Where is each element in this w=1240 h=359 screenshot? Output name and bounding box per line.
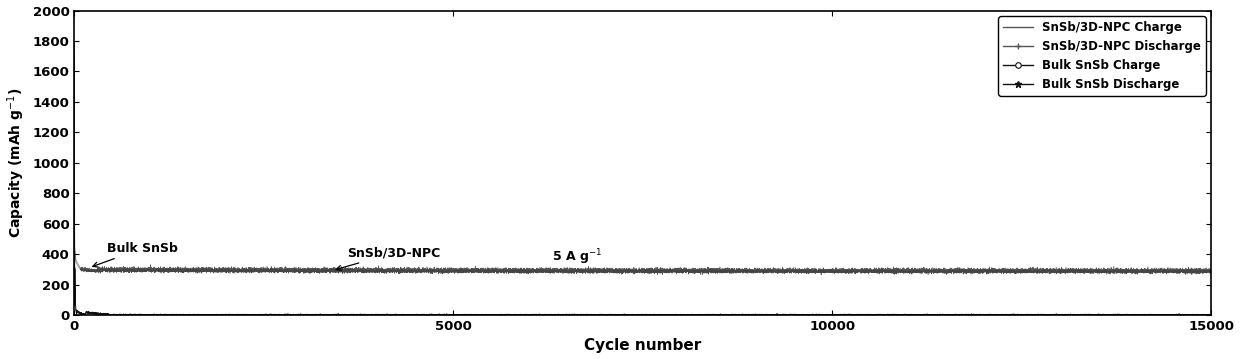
- SnSb/3D-NPC Charge: [1202, 270, 1216, 274]
- Bulk SnSb Charge: [94, 313, 109, 317]
- Bulk SnSb Charge: [1204, 312, 1219, 317]
- Line: SnSb/3D-NPC Charge: SnSb/3D-NPC Charge: [74, 239, 1211, 275]
- Line: SnSb/3D-NPC Discharge: SnSb/3D-NPC Discharge: [74, 234, 1211, 274]
- X-axis label: Cycle number: Cycle number: [584, 339, 702, 354]
- SnSb/3D-NPC Charge: [1055, 269, 1070, 273]
- SnSb/3D-NPC Discharge: [434, 272, 449, 276]
- SnSb/3D-NPC Discharge: [67, 232, 82, 237]
- Bulk SnSb Discharge: [1055, 313, 1070, 317]
- Bulk SnSb Discharge: [1086, 313, 1101, 317]
- Bulk SnSb Discharge: [98, 313, 113, 317]
- Line: Bulk SnSb Discharge: Bulk SnSb Discharge: [74, 41, 1211, 315]
- Bulk SnSb Charge: [67, 54, 82, 59]
- Bulk SnSb Charge: [792, 312, 807, 317]
- SnSb/3D-NPC Discharge: [1055, 270, 1070, 274]
- Bulk SnSb Discharge: [1188, 312, 1203, 317]
- Bulk SnSb Discharge: [1204, 313, 1219, 317]
- SnSb/3D-NPC Charge: [1204, 270, 1219, 275]
- Text: SnSb/3D-NPC: SnSb/3D-NPC: [336, 246, 440, 270]
- SnSb/3D-NPC Charge: [813, 273, 828, 277]
- Bulk SnSb Discharge: [792, 313, 807, 317]
- Text: 5 A g$^{-1}$: 5 A g$^{-1}$: [552, 247, 603, 267]
- SnSb/3D-NPC Discharge: [1202, 269, 1216, 273]
- SnSb/3D-NPC Discharge: [578, 266, 593, 271]
- Bulk SnSb Charge: [578, 313, 593, 317]
- SnSb/3D-NPC Discharge: [1086, 268, 1101, 272]
- Bulk SnSb Charge: [1055, 313, 1070, 317]
- SnSb/3D-NPC Charge: [67, 237, 82, 241]
- SnSb/3D-NPC Charge: [792, 270, 807, 274]
- SnSb/3D-NPC Discharge: [792, 270, 807, 275]
- Bulk SnSb Discharge: [1202, 313, 1216, 317]
- Bulk SnSb Charge: [1086, 313, 1101, 317]
- SnSb/3D-NPC Discharge: [1204, 268, 1219, 272]
- SnSb/3D-NPC Discharge: [1188, 269, 1203, 274]
- Line: Bulk SnSb Charge: Bulk SnSb Charge: [74, 56, 1211, 315]
- Y-axis label: Capacity (mAh g$^{-1}$): Capacity (mAh g$^{-1}$): [5, 88, 27, 238]
- Bulk SnSb Discharge: [578, 313, 593, 317]
- Bulk SnSb Discharge: [67, 39, 82, 43]
- Bulk SnSb Charge: [1202, 313, 1216, 317]
- Bulk SnSb Charge: [1188, 312, 1203, 317]
- SnSb/3D-NPC Charge: [1188, 270, 1203, 274]
- SnSb/3D-NPC Charge: [1086, 270, 1101, 274]
- SnSb/3D-NPC Charge: [578, 270, 593, 274]
- Legend: SnSb/3D-NPC Charge, SnSb/3D-NPC Discharge, Bulk SnSb Charge, Bulk SnSb Discharge: SnSb/3D-NPC Charge, SnSb/3D-NPC Discharg…: [998, 17, 1205, 95]
- Text: Bulk SnSb: Bulk SnSb: [93, 242, 177, 267]
